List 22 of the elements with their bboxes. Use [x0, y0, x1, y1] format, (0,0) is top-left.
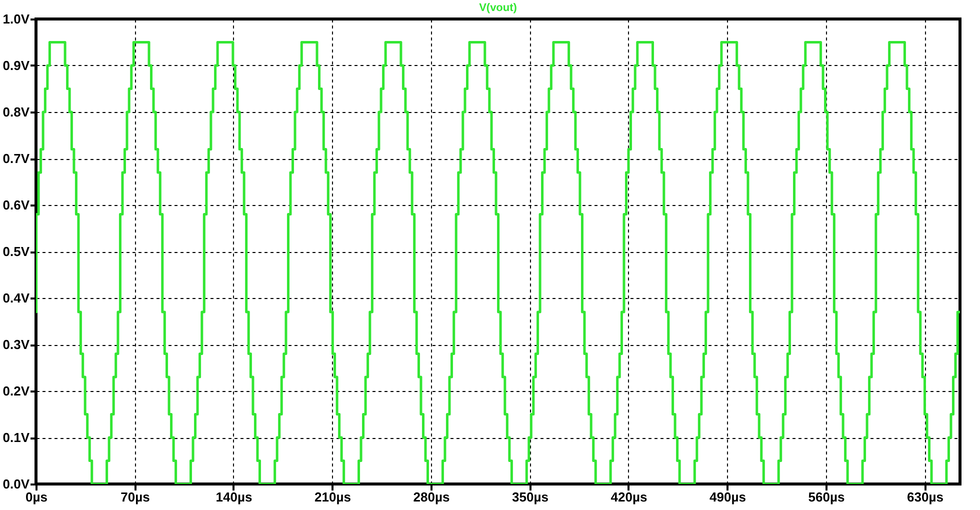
y-tick-label: 1.0V — [2, 12, 30, 26]
y-tick-label: 0.5V — [2, 244, 30, 259]
y-tick-label: 0.9V — [2, 58, 30, 73]
y-tick-label: 0.4V — [2, 290, 30, 306]
x-tick-label: 280µs — [413, 490, 450, 504]
x-tick-label: 420µs — [610, 490, 648, 504]
y-tick-label: 0.2V — [2, 384, 30, 398]
y-tick-label: 0.0V — [2, 476, 30, 492]
y-tick-label: 0.7V — [2, 151, 30, 166]
x-tick-label: 490µs — [710, 490, 746, 504]
x-tick-label: 350µs — [512, 490, 548, 504]
y-tick-label: 0.1V — [2, 430, 30, 445]
y-tick-label: 0.6V — [2, 198, 30, 212]
x-tick-label: 630µs — [907, 490, 944, 504]
text: V(vout) — [479, 2, 518, 14]
x-tick-label: 70µs — [120, 490, 150, 504]
x-tick-label: 210µs — [314, 490, 351, 504]
y-tick-label: 0.8V — [2, 104, 30, 120]
x-tick-label: 560µs — [808, 490, 845, 504]
y-tick-label: 0.3V — [2, 337, 30, 352]
x-tick-label: 140µs — [216, 490, 252, 504]
x-tick-label: 0µs — [26, 490, 48, 504]
